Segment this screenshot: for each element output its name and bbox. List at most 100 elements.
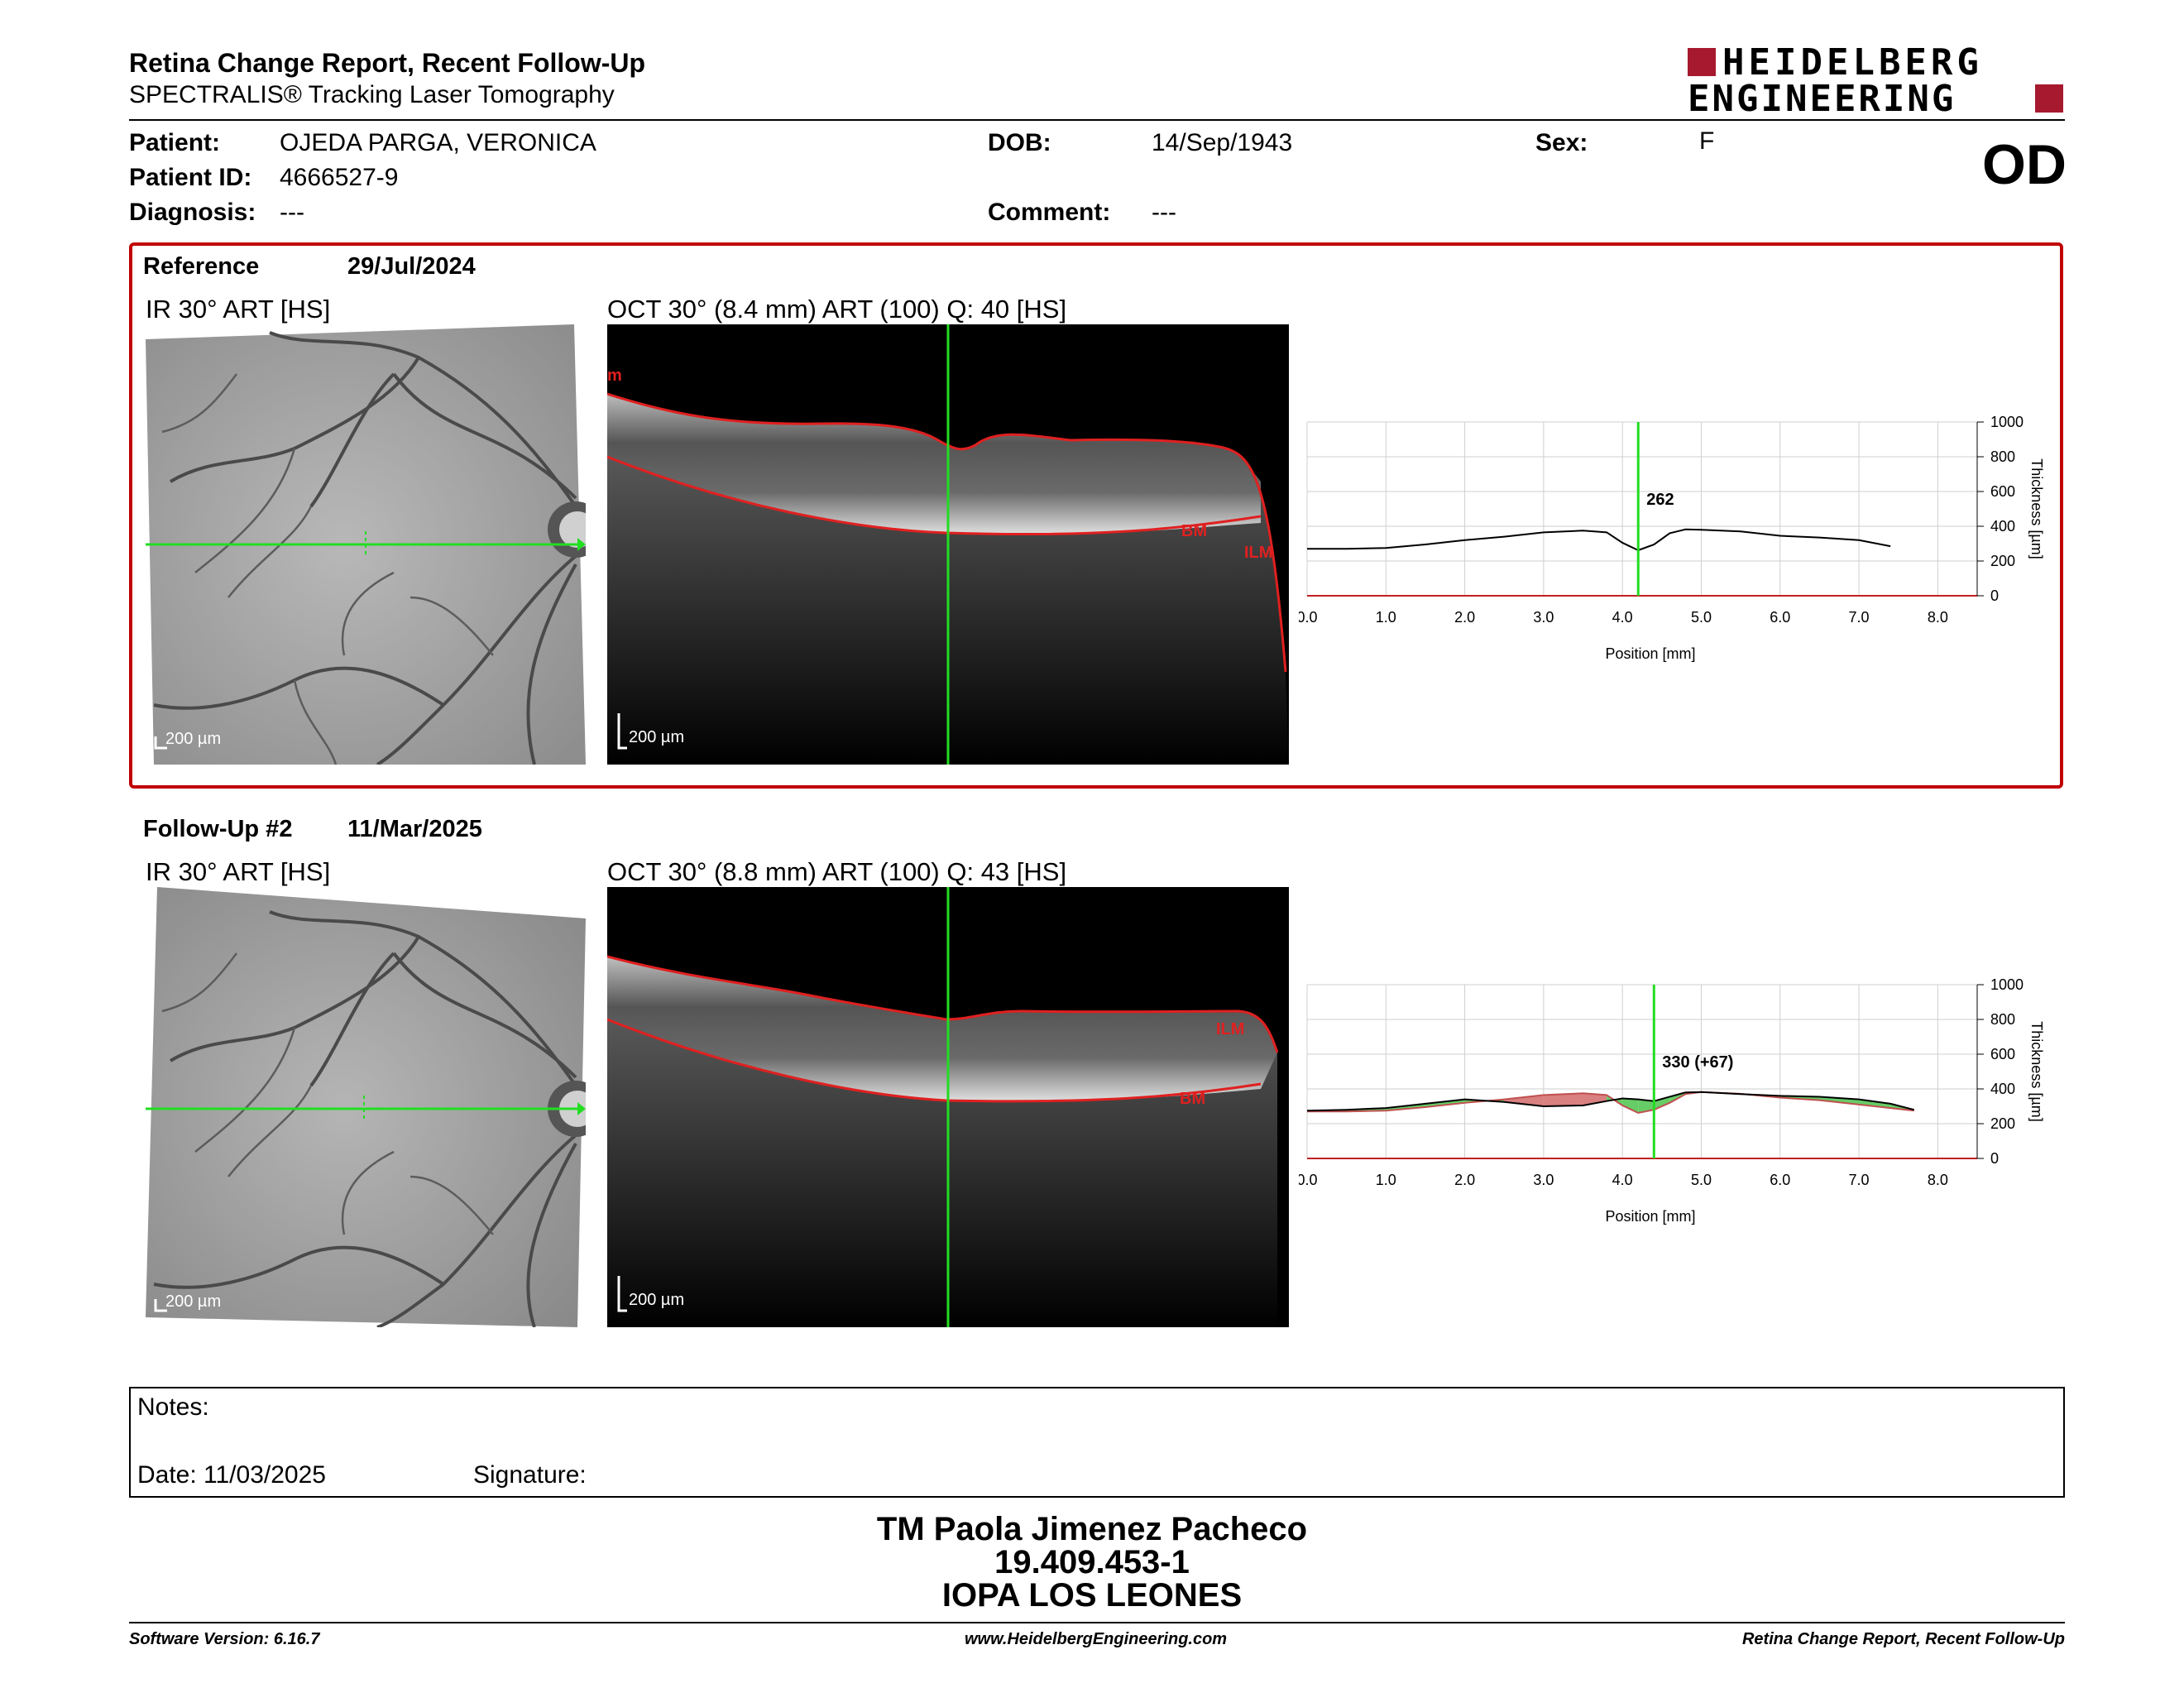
x-axis-label: Position [mm] (1605, 1208, 1695, 1225)
y-tick-label: 200 (1990, 1115, 2015, 1132)
change-area (1638, 1099, 1655, 1113)
logo-line2: ENGINEERING (1688, 78, 1956, 120)
y-tick-label: 200 (1990, 553, 2015, 569)
sex-value: F (1699, 127, 1715, 155)
series-thickness-line (1306, 1091, 1915, 1112)
reference-ir-caption: IR 30° ART [HS] (146, 295, 331, 324)
patient-label: Patient: (129, 129, 221, 156)
footer-rule (129, 1622, 2065, 1623)
y-tick-label: 1000 (1990, 414, 2024, 430)
cursor-value-label: 262 (1646, 491, 1674, 509)
cursor-value-label: 330 (+67) (1662, 1053, 1733, 1072)
x-tick-label: 0.0 (1299, 1172, 1318, 1188)
reference-oct-scale: 200 µm (629, 728, 685, 746)
report-subtitle: SPECTRALIS® Tracking Laser Tomography (129, 81, 615, 108)
signer-place: IOPA LOS LEONES (941, 1577, 1243, 1614)
x-tick-label: 1.0 (1376, 609, 1396, 626)
patient-id: 4666527-9 (280, 164, 399, 191)
x-tick-label: 8.0 (1928, 1172, 1948, 1188)
followup-ir-caption: IR 30° ART [HS] (146, 857, 331, 886)
x-axis-label: Position [mm] (1605, 645, 1695, 662)
footer-url[interactable]: www.HeidelbergEngineering.com (965, 1630, 1228, 1648)
reference-ir-image: 200 µm (146, 324, 586, 765)
reference-fundus-svg (146, 324, 586, 765)
heidelberg-logo: HEIDELBERG ENGINEERING (1688, 41, 2068, 120)
followup-oct-bm-tag: BM (1180, 1090, 1205, 1108)
x-tick-label: 1.0 (1376, 1172, 1396, 1188)
followup-date: 11/Mar/2025 (347, 816, 482, 842)
x-tick-label: 7.0 (1849, 1172, 1870, 1188)
reference-box (129, 242, 2063, 789)
change-area (1819, 1096, 1860, 1105)
followup-thickness-chart: 0.0 1.0 2.0 3.0 4.0 5.0 6.0 7.0 8.0 0 200 400 600 800… (1299, 976, 2045, 1225)
reference-oct-ilm-fragment: m (607, 367, 622, 385)
reference-thickness-chart: 0.0 1.0 2.0 3.0 4.0 5.0 6.0 7.0 8.0 0 200 400 600 800… (1299, 414, 2045, 662)
change-area (1504, 1095, 1544, 1106)
reference-date: 29/Jul/2024 (347, 253, 476, 280)
change-area (1859, 1099, 1891, 1109)
dob-label: DOB: (988, 129, 1051, 156)
dob-value: 14/Sep/1943 (1152, 129, 1293, 156)
diagnosis-label: Diagnosis: (129, 199, 256, 226)
change-area (1583, 1093, 1607, 1105)
y-tick-label: 400 (1990, 518, 2015, 535)
y-tick-label: 600 (1990, 483, 2015, 500)
software-version: Software Version: 6.16.7 (129, 1630, 320, 1648)
y-tick-label: 800 (1990, 1011, 2015, 1028)
x-tick-label: 2.0 (1454, 1172, 1475, 1188)
signer-name: TM Paola Jimenez Pacheco (876, 1511, 1308, 1547)
x-tick-label: 3.0 (1533, 609, 1554, 626)
reference-oct-caption: OCT 30° (8.4 mm) ART (100) Q: 40 [HS] (607, 295, 1067, 324)
reference-oct-ilm-tag: ILM (1244, 544, 1272, 562)
x-tick-label: 5.0 (1691, 1172, 1712, 1188)
notes-label: Notes: (137, 1393, 209, 1421)
x-tick-label: 5.0 (1691, 609, 1712, 626)
header-rule (129, 119, 2065, 121)
notes-box[interactable]: Notes: Date: 11/03/2025 Signature: (129, 1387, 2065, 1498)
x-tick-label: 7.0 (1849, 609, 1870, 626)
followup-oct-caption: OCT 30° (8.8 mm) ART (100) Q: 43 [HS] (607, 857, 1067, 886)
sex-label: Sex: (1535, 129, 1588, 156)
followup-oct-image: ILM BM 200 µm (607, 887, 1289, 1327)
reference-oct-image: m BM ILM 200 µm (607, 324, 1289, 765)
series-thickness-line (1307, 528, 1891, 552)
change-area (1622, 1098, 1639, 1113)
y-axis-label: Thickness [µm] (2028, 458, 2045, 559)
y-tick-label: 600 (1990, 1046, 2015, 1062)
comment-label: Comment: (988, 199, 1111, 226)
reference-ir-scale: 200 µm (165, 730, 222, 748)
y-tick-label: 1000 (1990, 976, 2024, 993)
reference-oct-bm-tag: BM (1181, 522, 1207, 540)
followup-label: Follow-Up #2 (143, 816, 293, 842)
report-title: Retina Change Report, Recent Follow-Up (129, 48, 646, 78)
footer-report-name: Retina Change Report, Recent Follow-Up (1741, 1630, 2065, 1648)
diagnosis-value: --- (280, 199, 304, 226)
eye-indicator: OD (1982, 133, 2067, 196)
x-tick-label: 4.0 (1612, 609, 1633, 626)
followup-fundus-svg (146, 887, 586, 1327)
patient-id-label: Patient ID: (129, 164, 252, 191)
series-reference-line (1307, 1091, 1914, 1115)
x-tick-label: 3.0 (1533, 1172, 1554, 1188)
change-area (1654, 1096, 1670, 1110)
followup-ir-image: 200 µm (146, 887, 586, 1327)
y-axis-label: Thickness [µm] (2028, 1021, 2045, 1121)
notes-date: Date: 11/03/2025 (137, 1461, 326, 1489)
followup-oct-scale: 200 µm (629, 1291, 685, 1309)
x-tick-label: 6.0 (1770, 609, 1790, 626)
logo-line1: HEIDELBERG (1722, 41, 1983, 84)
x-tick-label: 4.0 (1612, 1172, 1633, 1188)
followup-oct-ilm-tag: ILM (1216, 1020, 1244, 1038)
x-tick-label: 8.0 (1928, 609, 1948, 626)
y-tick-label: 0 (1990, 587, 1999, 604)
x-tick-label: 0.0 (1299, 609, 1318, 626)
x-tick-label: 2.0 (1454, 609, 1475, 626)
y-tick-label: 0 (1990, 1150, 1999, 1167)
comment-value: --- (1152, 199, 1176, 226)
patient-name: OJEDA PARGA, VERONICA (280, 129, 596, 156)
y-tick-label: 800 (1990, 448, 2015, 465)
reference-label: Reference (143, 253, 260, 280)
y-tick-label: 400 (1990, 1081, 2015, 1097)
change-area (1543, 1093, 1583, 1106)
change-area (1425, 1099, 1465, 1108)
